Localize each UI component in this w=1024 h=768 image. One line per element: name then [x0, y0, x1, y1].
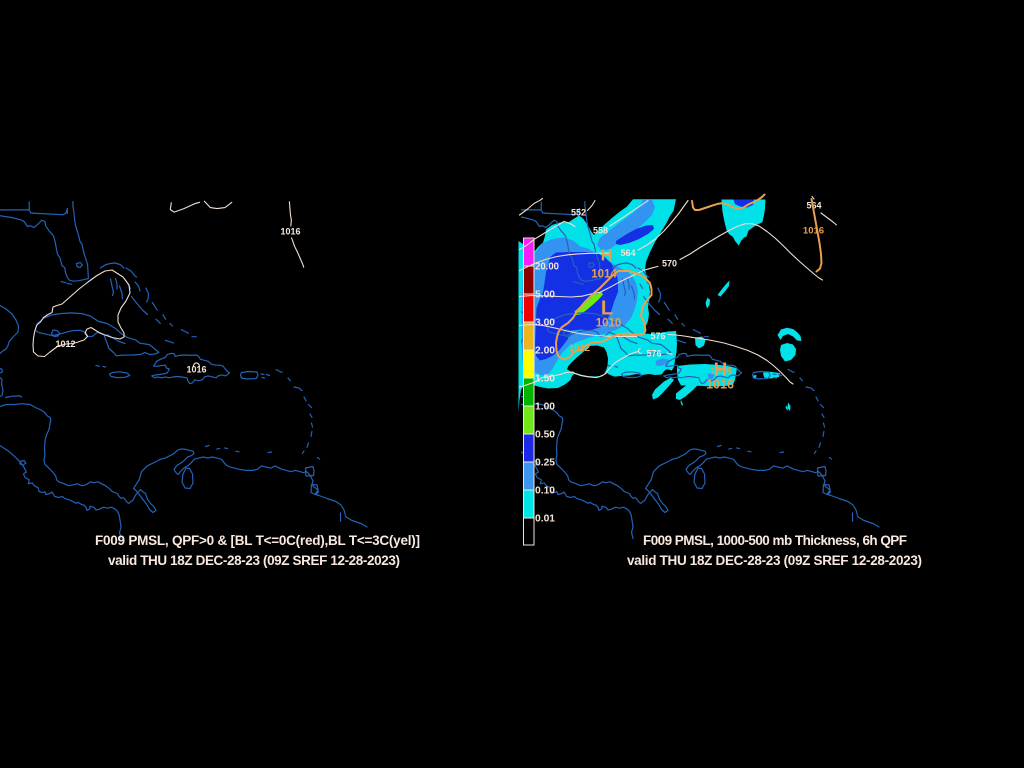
svg-text:2.00: 2.00	[535, 345, 555, 357]
svg-text:20.00: 20.00	[535, 261, 559, 273]
svg-text:3.00: 3.00	[535, 317, 555, 329]
svg-text:5.00: 5.00	[535, 289, 555, 301]
svg-text:1012: 1012	[55, 339, 75, 349]
svg-text:570: 570	[662, 259, 677, 269]
svg-text:1016: 1016	[186, 365, 206, 375]
svg-text:576: 576	[650, 331, 665, 341]
svg-text:1014: 1014	[591, 269, 617, 281]
svg-text:0.01: 0.01	[535, 513, 555, 525]
svg-text:1016: 1016	[710, 366, 731, 377]
svg-text:1010: 1010	[596, 318, 622, 330]
svg-text:H: H	[601, 248, 613, 265]
svg-text:0.50: 0.50	[535, 429, 555, 441]
svg-text:H: H	[714, 360, 728, 381]
svg-text:1016: 1016	[280, 226, 300, 236]
svg-text:1.00: 1.00	[535, 401, 555, 413]
svg-text:L: L	[601, 298, 613, 320]
svg-text:564: 564	[806, 201, 821, 211]
svg-text:F009 PMSL, 1000-500 mb Thickne: F009 PMSL, 1000-500 mb Thickness, 6h QPF	[643, 533, 907, 548]
svg-text:1016: 1016	[803, 226, 824, 237]
svg-text:valid THU 18Z DEC-28-23 (09Z S: valid THU 18Z DEC-28-23 (09Z SREF 12-28-…	[627, 553, 922, 568]
svg-text:0.10: 0.10	[535, 485, 555, 497]
svg-text:1012: 1012	[569, 343, 590, 354]
svg-text:F009 PMSL, QPF>0 & [BL T<=0C(r: F009 PMSL, QPF>0 & [BL T<=0C(red),BL T<=…	[95, 533, 420, 548]
svg-text:1.50: 1.50	[535, 373, 555, 385]
svg-text:1016: 1016	[706, 378, 734, 392]
svg-text:0.25: 0.25	[535, 457, 555, 469]
svg-text:valid THU 18Z DEC-28-23 (09Z S: valid THU 18Z DEC-28-23 (09Z SREF 12-28-…	[108, 553, 400, 568]
svg-text:576: 576	[646, 349, 661, 359]
svg-text:564: 564	[620, 248, 635, 258]
svg-text:552: 552	[571, 208, 586, 218]
svg-text:558: 558	[593, 226, 608, 236]
